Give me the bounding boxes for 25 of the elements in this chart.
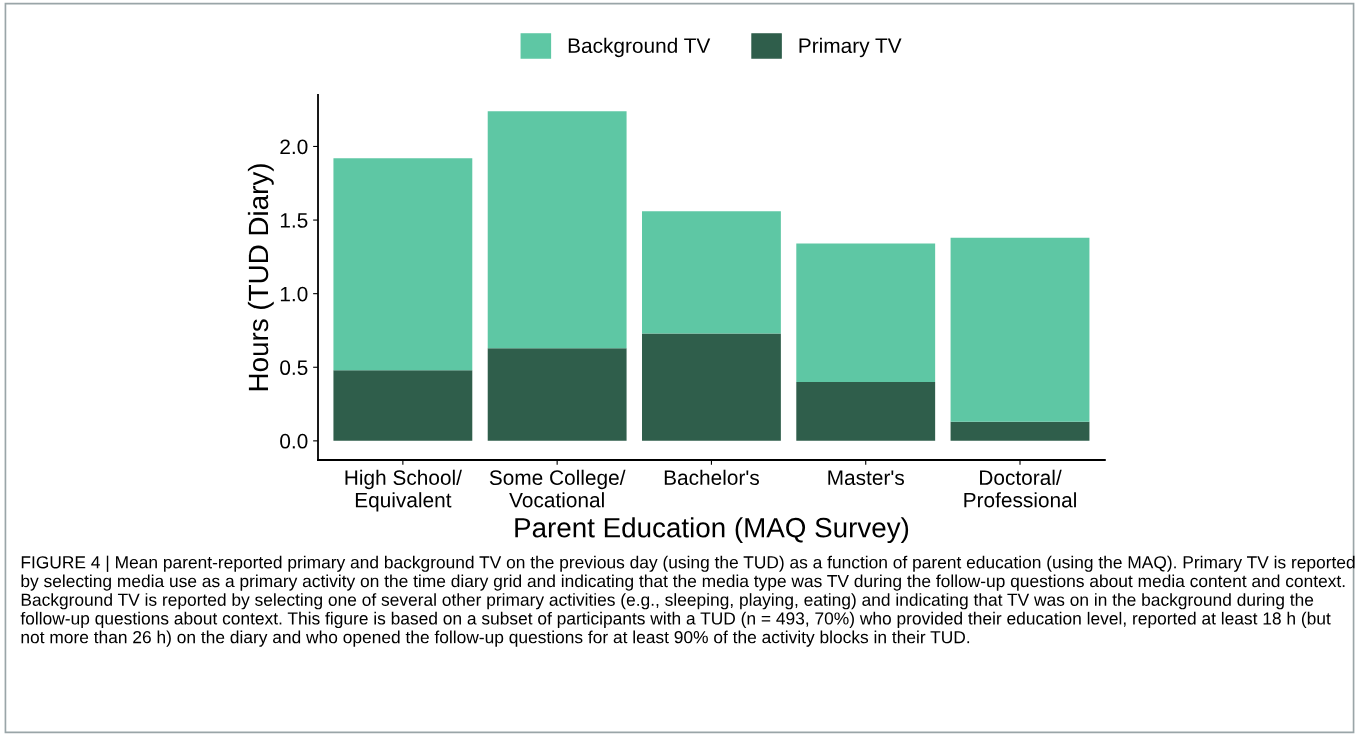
y-tick-label: 0.0 — [280, 433, 308, 449]
bar — [487, 348, 627, 441]
x-tick-label: Bachelor's — [664, 469, 759, 486]
bar — [487, 111, 627, 349]
bar — [333, 370, 473, 441]
y-axis-title: Hours (TUD Diary) — [247, 164, 274, 391]
x-tick-label: Some College/ Vocational — [489, 469, 626, 508]
caption: FIGURE 4 | Mean parent-reported primary and background TV on the previous day (using the TUD) as a function of parent education (using the MAQ). Primary TV is reported by selecting media use as a primary activity on the time diary grid and indicating that the media type was TV during the follow-up questions about media content and context. Background TV is reported by selecting one of several other primary activities (e.g., sleeping, playing, eating) and indicating that TV was on in the background during the follow-up questions about context. This figure is based on a subset of participants with a TUD (n = 493, 70%) who provided their education level, reported at least 18 h (but not more than 26 h) on the diary and who opened the follow-up questions for at least 90% of the activity blocks in their TUD. — [20, 555, 1355, 647]
legend-label: Background TV — [568, 37, 711, 58]
x-tick-label: High School/ Equivalent — [345, 469, 462, 512]
bar — [642, 211, 781, 334]
x-tick-label: Doctoral/ Professional — [964, 469, 1076, 508]
bar — [796, 381, 936, 441]
x-axis-title: Parent Education (MAQ Survey) — [515, 517, 909, 544]
y-tick-label: 1.5 — [280, 213, 308, 228]
y-tick-label: 0.5 — [280, 360, 308, 376]
bar — [333, 158, 473, 371]
y-tick-label: 1.0 — [280, 286, 308, 302]
bar — [950, 421, 1090, 441]
bar — [796, 243, 936, 382]
bar — [950, 237, 1090, 422]
x-tick-label: Master's — [828, 470, 905, 486]
bar — [642, 333, 781, 441]
legend-label: Primary TV — [799, 37, 902, 58]
y-tick-label: 2.0 — [280, 139, 308, 155]
